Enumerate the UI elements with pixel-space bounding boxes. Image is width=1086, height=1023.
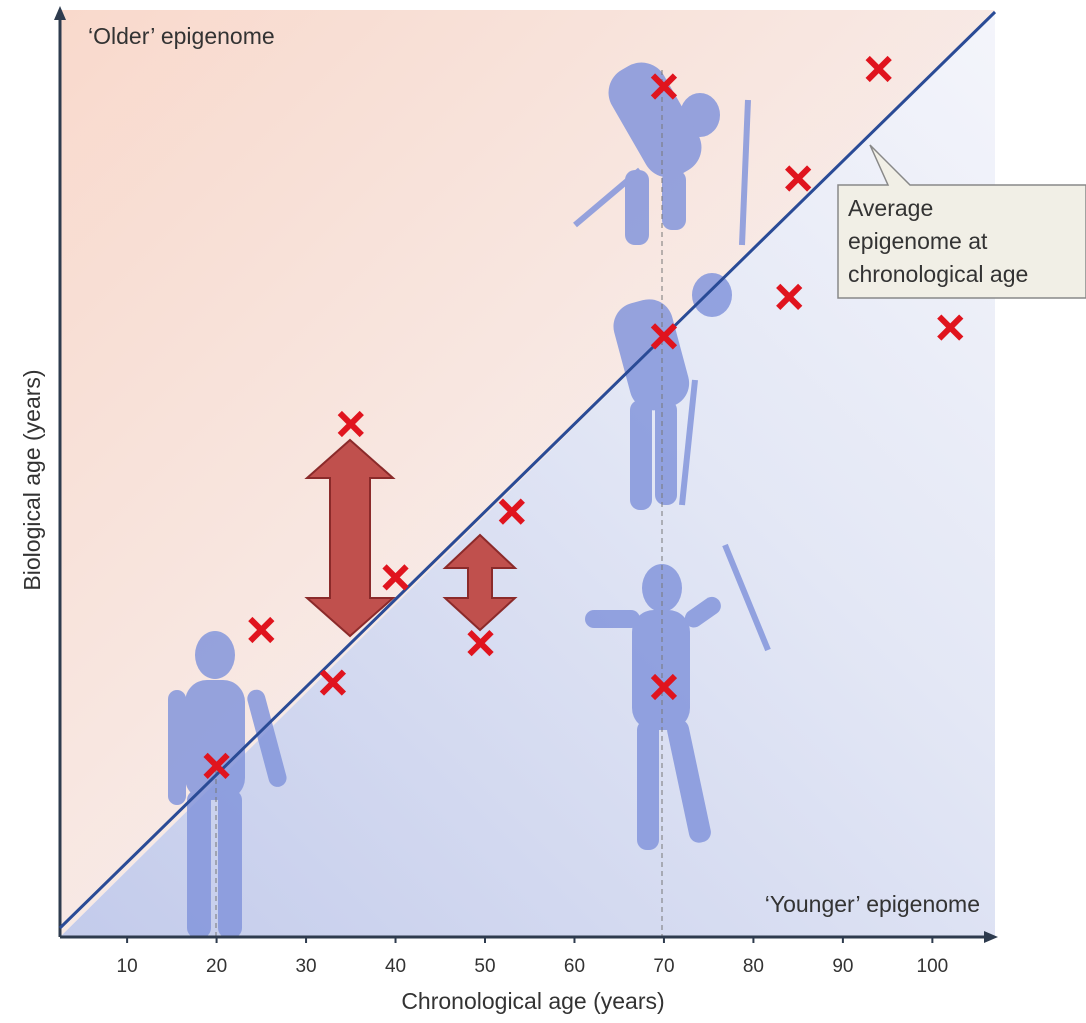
y-axis-label: Biological age (years) (19, 369, 45, 590)
x-tick-label: 50 (474, 956, 495, 977)
callout-text: Average (848, 195, 933, 221)
x-tick-label: 70 (653, 956, 674, 977)
chart: Average epigenome at chronological age ‘… (0, 0, 1086, 1023)
annotation-younger: ‘Younger’ epigenome (765, 891, 980, 917)
page: {"chart_data": { "type": "scatter", "x_l… (0, 0, 1086, 1023)
annotation-older: ‘Older’ epigenome (88, 23, 275, 49)
x-tick-label: 10 (117, 956, 138, 977)
x-tick-label: 40 (385, 956, 406, 977)
callout-text: epigenome at (848, 228, 988, 254)
x-tick-label: 90 (832, 956, 853, 977)
x-tick-label: 80 (743, 956, 764, 977)
x-tick-label: 20 (206, 956, 227, 977)
x-tick-label: 100 (917, 956, 949, 977)
x-axis-label: Chronological age (years) (401, 988, 664, 1014)
callout-text: chronological age (848, 261, 1028, 287)
x-tick-label: 60 (564, 956, 585, 977)
x-tick-label: 30 (295, 956, 316, 977)
